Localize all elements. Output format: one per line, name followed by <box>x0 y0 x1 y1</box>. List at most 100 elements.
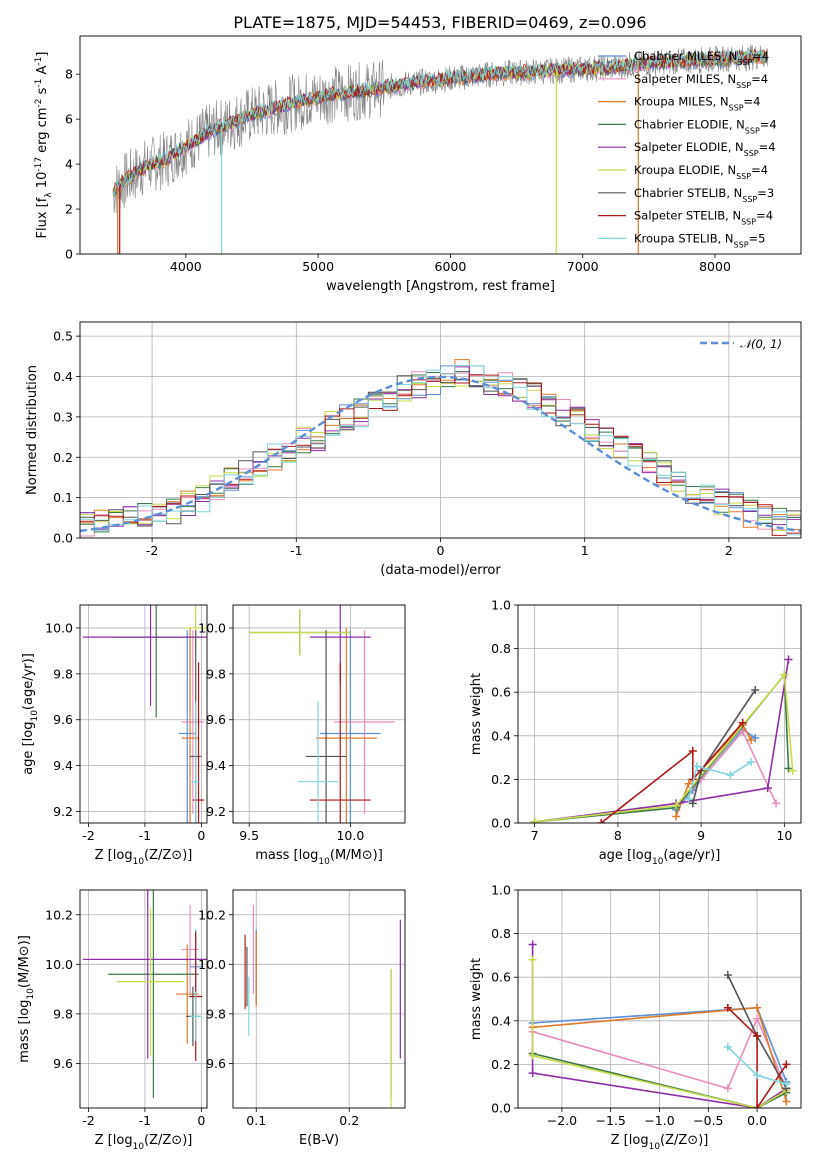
x-tick-label: 9 <box>697 828 705 843</box>
y-tick-label: 0.6 <box>491 685 511 700</box>
x-tick-label: -2 <box>82 1113 94 1128</box>
y-tick-label: 9.8 <box>53 1006 73 1021</box>
massweight-vs-age-panel: 7 8 9 10 0.0 0.2 0.4 0.6 0.8 1.0 age [log10(age/yr… <box>469 598 802 867</box>
weight-line-salpeter_elodie <box>534 659 790 823</box>
x-tick-label: −2.0 <box>547 1113 577 1128</box>
y-tick-label: 9.6 <box>53 712 73 727</box>
weight-marker-salpeter_stelib <box>723 1003 732 1012</box>
y-tick-label: 9.4 <box>206 758 226 773</box>
legend-label-chabrier_miles: Chabrier MILES, NSSP=4 <box>634 49 769 67</box>
x-axis-label: age [log10(age/yr)] <box>599 848 721 867</box>
residuals-panel: -2 -1 0 1 2 0.0 0.1 0.2 0.3 0.4 0.5 (data-model)/er… <box>25 321 802 578</box>
x-tick-label: 0 <box>437 543 445 558</box>
weight-marker-salpeter_stelib <box>597 819 606 823</box>
y-tick-label: 10.0 <box>198 957 226 972</box>
legend-label-chabrier_elodie: Chabrier ELODIE, NSSP=4 <box>634 117 777 135</box>
legend-label-kroupa_miles: Kroupa MILES, NSSP=4 <box>634 95 760 113</box>
normal-reference-curve <box>80 375 801 533</box>
y-tick-label: 0.1 <box>53 490 73 505</box>
x-tick-label: 0.1 <box>246 1113 266 1128</box>
spectrum-legend: Chabrier MILES, NSSP=4 Salpeter MILES, NS… <box>598 49 777 249</box>
y-axis-label: Flux [fλ 10-17 erg cm-2 s-1 A-1] <box>34 52 54 239</box>
model-spectrum-kroupa_stelib <box>112 48 768 197</box>
weight-marker-chabrier_stelib <box>751 686 760 695</box>
x-tick-label: 0.0 <box>747 1113 767 1128</box>
y-tick-label: 0.2 <box>491 1057 511 1072</box>
y-tick-label: 0.4 <box>491 728 511 743</box>
y-tick-label: 1.0 <box>491 598 511 613</box>
y-tick-label: 10.0 <box>198 620 226 635</box>
errorbar-plot-area <box>244 904 401 1108</box>
weight-marker-salpeter_stelib <box>753 1104 762 1108</box>
mass-vs-metallicity-panel: -2 -1 0 9.6 9.8 10.0 10.2 Z [log10(Z/Z⊙)] mass [… <box>17 889 208 1152</box>
weight-marker-kroupa_stelib <box>747 757 756 766</box>
mass-vs-ebv-panel: 0.1 0.2 9.6 9.8 10.0 10.2 E(B-V) <box>198 889 406 1148</box>
y-tick-label: 9.2 <box>53 804 73 819</box>
y-tick-label: 9.6 <box>53 1056 73 1071</box>
x-tick-label: 0.2 <box>339 1113 359 1128</box>
weight-line-chabrier_elodie <box>532 1052 787 1108</box>
y-tick-label: 2 <box>65 202 73 217</box>
y-tick-label: 9.6 <box>206 712 226 727</box>
weight-marker-kroupa_miles <box>782 1097 791 1106</box>
weight-marker-salpeter_elodie <box>528 1069 537 1078</box>
spectrum-panel: 4000 5000 6000 7000 8000 0 2 4 6 8 wavelength [Ang… <box>34 35 802 294</box>
legend-label-salpeter_stelib: Salpeter STELIB, NSSP=4 <box>634 209 773 227</box>
y-tick-label: 4 <box>65 157 73 172</box>
weight-line-kroupa_elodie <box>531 959 787 1108</box>
weight-marker-salpeter_elodie <box>528 940 537 949</box>
y-tick-label: 8 <box>65 67 73 82</box>
weight-marker-salpeter_miles <box>723 1084 732 1093</box>
x-tick-label: 2 <box>725 543 733 558</box>
y-tick-label: 9.8 <box>206 666 226 681</box>
weight-line-salpeter_stelib <box>600 722 744 823</box>
x-tick-label: 6000 <box>435 259 467 274</box>
x-axis-label: Z [log10(Z/Z⊙)] <box>611 1133 709 1152</box>
weight-marker-kroupa_elodie <box>528 1051 537 1060</box>
y-tick-label: 0.6 <box>491 970 511 985</box>
legend-label-salpeter_elodie: Salpeter ELODIE, NSSP=4 <box>634 140 776 158</box>
y-tick-label: 0.2 <box>53 450 73 465</box>
weight-marker-kroupa_stelib <box>723 1042 732 1051</box>
axes-frame <box>232 889 406 1109</box>
y-tick-label: 6 <box>65 112 73 127</box>
x-tick-label: 0 <box>197 1113 205 1128</box>
x-tick-label: 8 <box>614 828 622 843</box>
weight-marker-kroupa_stelib <box>753 1071 762 1080</box>
y-tick-label: 0 <box>65 247 73 262</box>
y-tick-label: 0.3 <box>53 409 73 424</box>
y-tick-label: 1.0 <box>491 883 511 898</box>
x-tick-label: 10 <box>776 828 792 843</box>
x-tick-label: −1.5 <box>596 1113 626 1128</box>
weight-marker-salpeter_stelib <box>738 718 747 727</box>
y-tick-label: 0.2 <box>491 772 511 787</box>
weight-marker-chabrier_stelib <box>688 799 697 808</box>
histogram-plot-area <box>80 359 801 537</box>
y-axis-label: mass weight <box>469 673 484 755</box>
y-axis-label: mass [log10(M/M⊙)] <box>17 935 36 1063</box>
weight-marker-chabrier_miles <box>751 733 760 742</box>
weight-marker-kroupa_miles <box>747 736 756 745</box>
x-tick-label: -1 <box>290 543 302 558</box>
x-tick-label: -2 <box>146 543 158 558</box>
weight-plot-area <box>530 655 797 823</box>
axes-frame <box>79 321 802 539</box>
errorbar-plot-area <box>82 890 207 1099</box>
x-tick-label: 4000 <box>170 259 202 274</box>
x-tick-label: -2 <box>82 828 94 843</box>
legend-label-salpeter_miles: Salpeter MILES, NSSP=4 <box>634 72 768 90</box>
weight-marker-kroupa_miles <box>684 779 693 788</box>
x-tick-label: -1 <box>139 1113 151 1128</box>
weight-marker-salpeter_elodie <box>763 784 772 793</box>
x-axis-label: Z [log10(Z/Z⊙)] <box>95 848 193 867</box>
y-tick-label: 9.2 <box>206 804 226 819</box>
y-tick-label: 10.2 <box>198 907 226 922</box>
x-tick-label: −1.0 <box>644 1113 674 1128</box>
legend-label-kroupa_elodie: Kroupa ELODIE, NSSP=4 <box>634 163 768 181</box>
weight-marker-kroupa_elodie <box>530 817 539 823</box>
y-tick-label: 0.8 <box>491 926 511 941</box>
massweight-vs-metallicity-panel: −2.0 −1.5 −1.0 −0.5 0.0 0.0 0.2 0.4 0.6 0.8 1.0 Z [… <box>469 883 802 1152</box>
weight-line-kroupa_stelib <box>687 761 752 800</box>
weight-marker-kroupa_stelib <box>782 1080 791 1089</box>
histogram-kroupa_elodie <box>80 380 801 531</box>
